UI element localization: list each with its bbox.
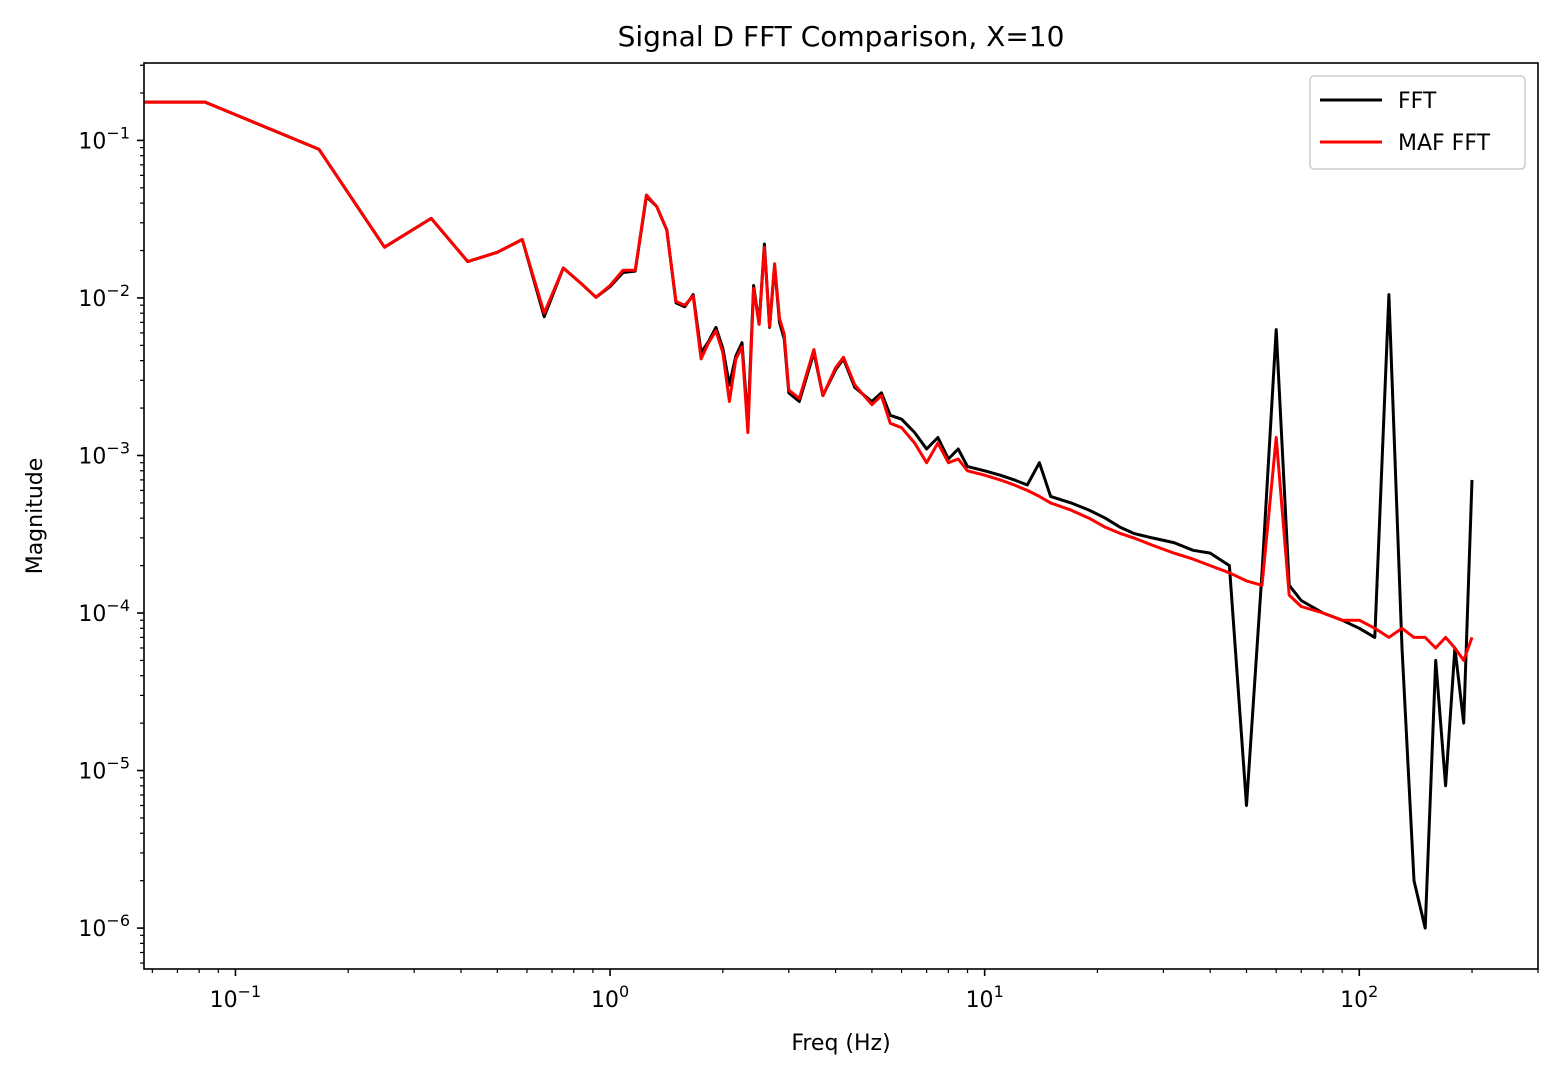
y-axis-ticks: 10−6 10−5 10−4 10−3 10−2 10−1 [78,64,144,964]
y-tick-label: 10−1 [78,123,130,154]
x-tick-label: 10−1 [210,982,262,1013]
x-tick-label: 101 [966,982,1004,1013]
y-tick-label: 10−5 [78,754,130,785]
chart-title: Signal D FFT Comparison, X=10 [618,20,1065,53]
x-tick-label: 102 [1340,982,1378,1013]
x-tick-label: 100 [591,982,629,1013]
axes-frame [143,62,1539,970]
legend-fft-label: FFT [1398,89,1437,114]
y-tick-label: 10−3 [78,438,130,469]
legend-maf-fft-label: MAF FFT [1398,131,1491,156]
plot-area [144,100,1474,930]
x-axis-ticks: 10−1 100 101 102 [151,969,1539,1013]
y-tick-label: 10−4 [78,596,130,627]
y-tick-label: 10−2 [78,281,130,312]
legend: FFT MAF FFT [1309,75,1526,170]
y-axis-label: Magnitude [23,458,48,575]
y-tick-label: 10−6 [78,911,130,942]
series-line-maf-fft [144,100,1474,662]
x-axis-label: Freq (Hz) [791,1031,890,1056]
